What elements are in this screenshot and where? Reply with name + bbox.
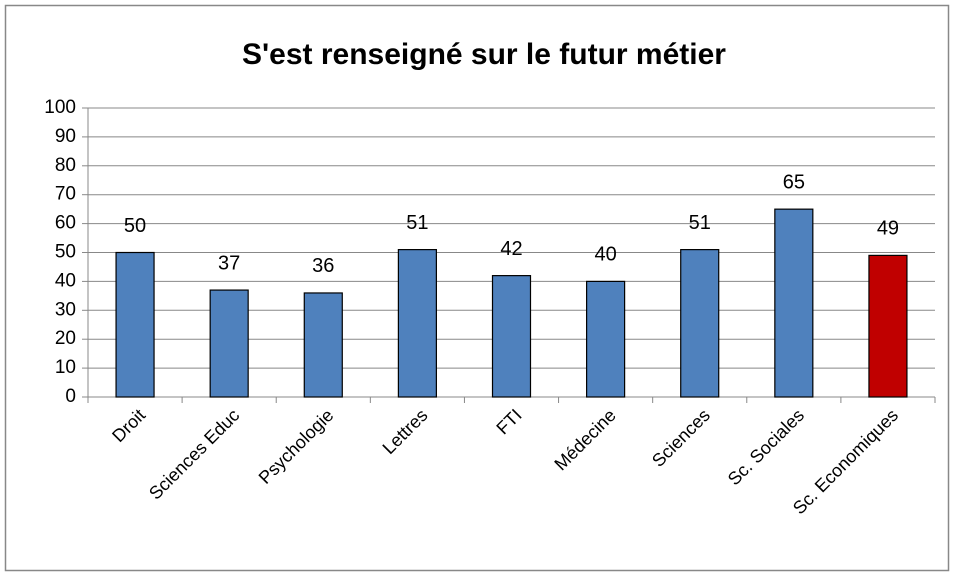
y-tick-label: 0 <box>65 386 76 407</box>
y-tick-label: 70 <box>55 184 76 205</box>
y-tick-label: 60 <box>55 213 76 234</box>
data-label: 65 <box>783 171 805 193</box>
data-label: 50 <box>124 215 146 237</box>
y-tick-label: 10 <box>55 357 76 378</box>
data-label: 49 <box>877 218 899 240</box>
y-tick-label: 40 <box>55 270 76 291</box>
bar <box>209 289 249 398</box>
bar <box>303 292 343 398</box>
chart-title: S'est renseigné sur le futur métier <box>242 38 726 71</box>
y-tick-label: 50 <box>55 242 76 263</box>
y-tick-label: 20 <box>55 328 76 349</box>
y-tick-label: 90 <box>55 126 76 147</box>
bar <box>774 208 814 398</box>
bar <box>868 254 908 398</box>
data-label: 42 <box>500 238 522 260</box>
bar <box>115 251 155 398</box>
data-label: 37 <box>218 252 240 274</box>
data-label: 51 <box>689 212 711 234</box>
bar <box>491 275 532 398</box>
y-tick-label: 80 <box>55 155 76 176</box>
bar <box>586 280 626 398</box>
data-label: 40 <box>594 244 616 266</box>
y-tick-label: 100 <box>44 97 76 118</box>
data-label: 36 <box>312 255 334 277</box>
bar <box>680 249 720 398</box>
y-tick-label: 30 <box>55 299 76 320</box>
bar <box>397 249 437 398</box>
data-label: 51 <box>406 212 428 234</box>
